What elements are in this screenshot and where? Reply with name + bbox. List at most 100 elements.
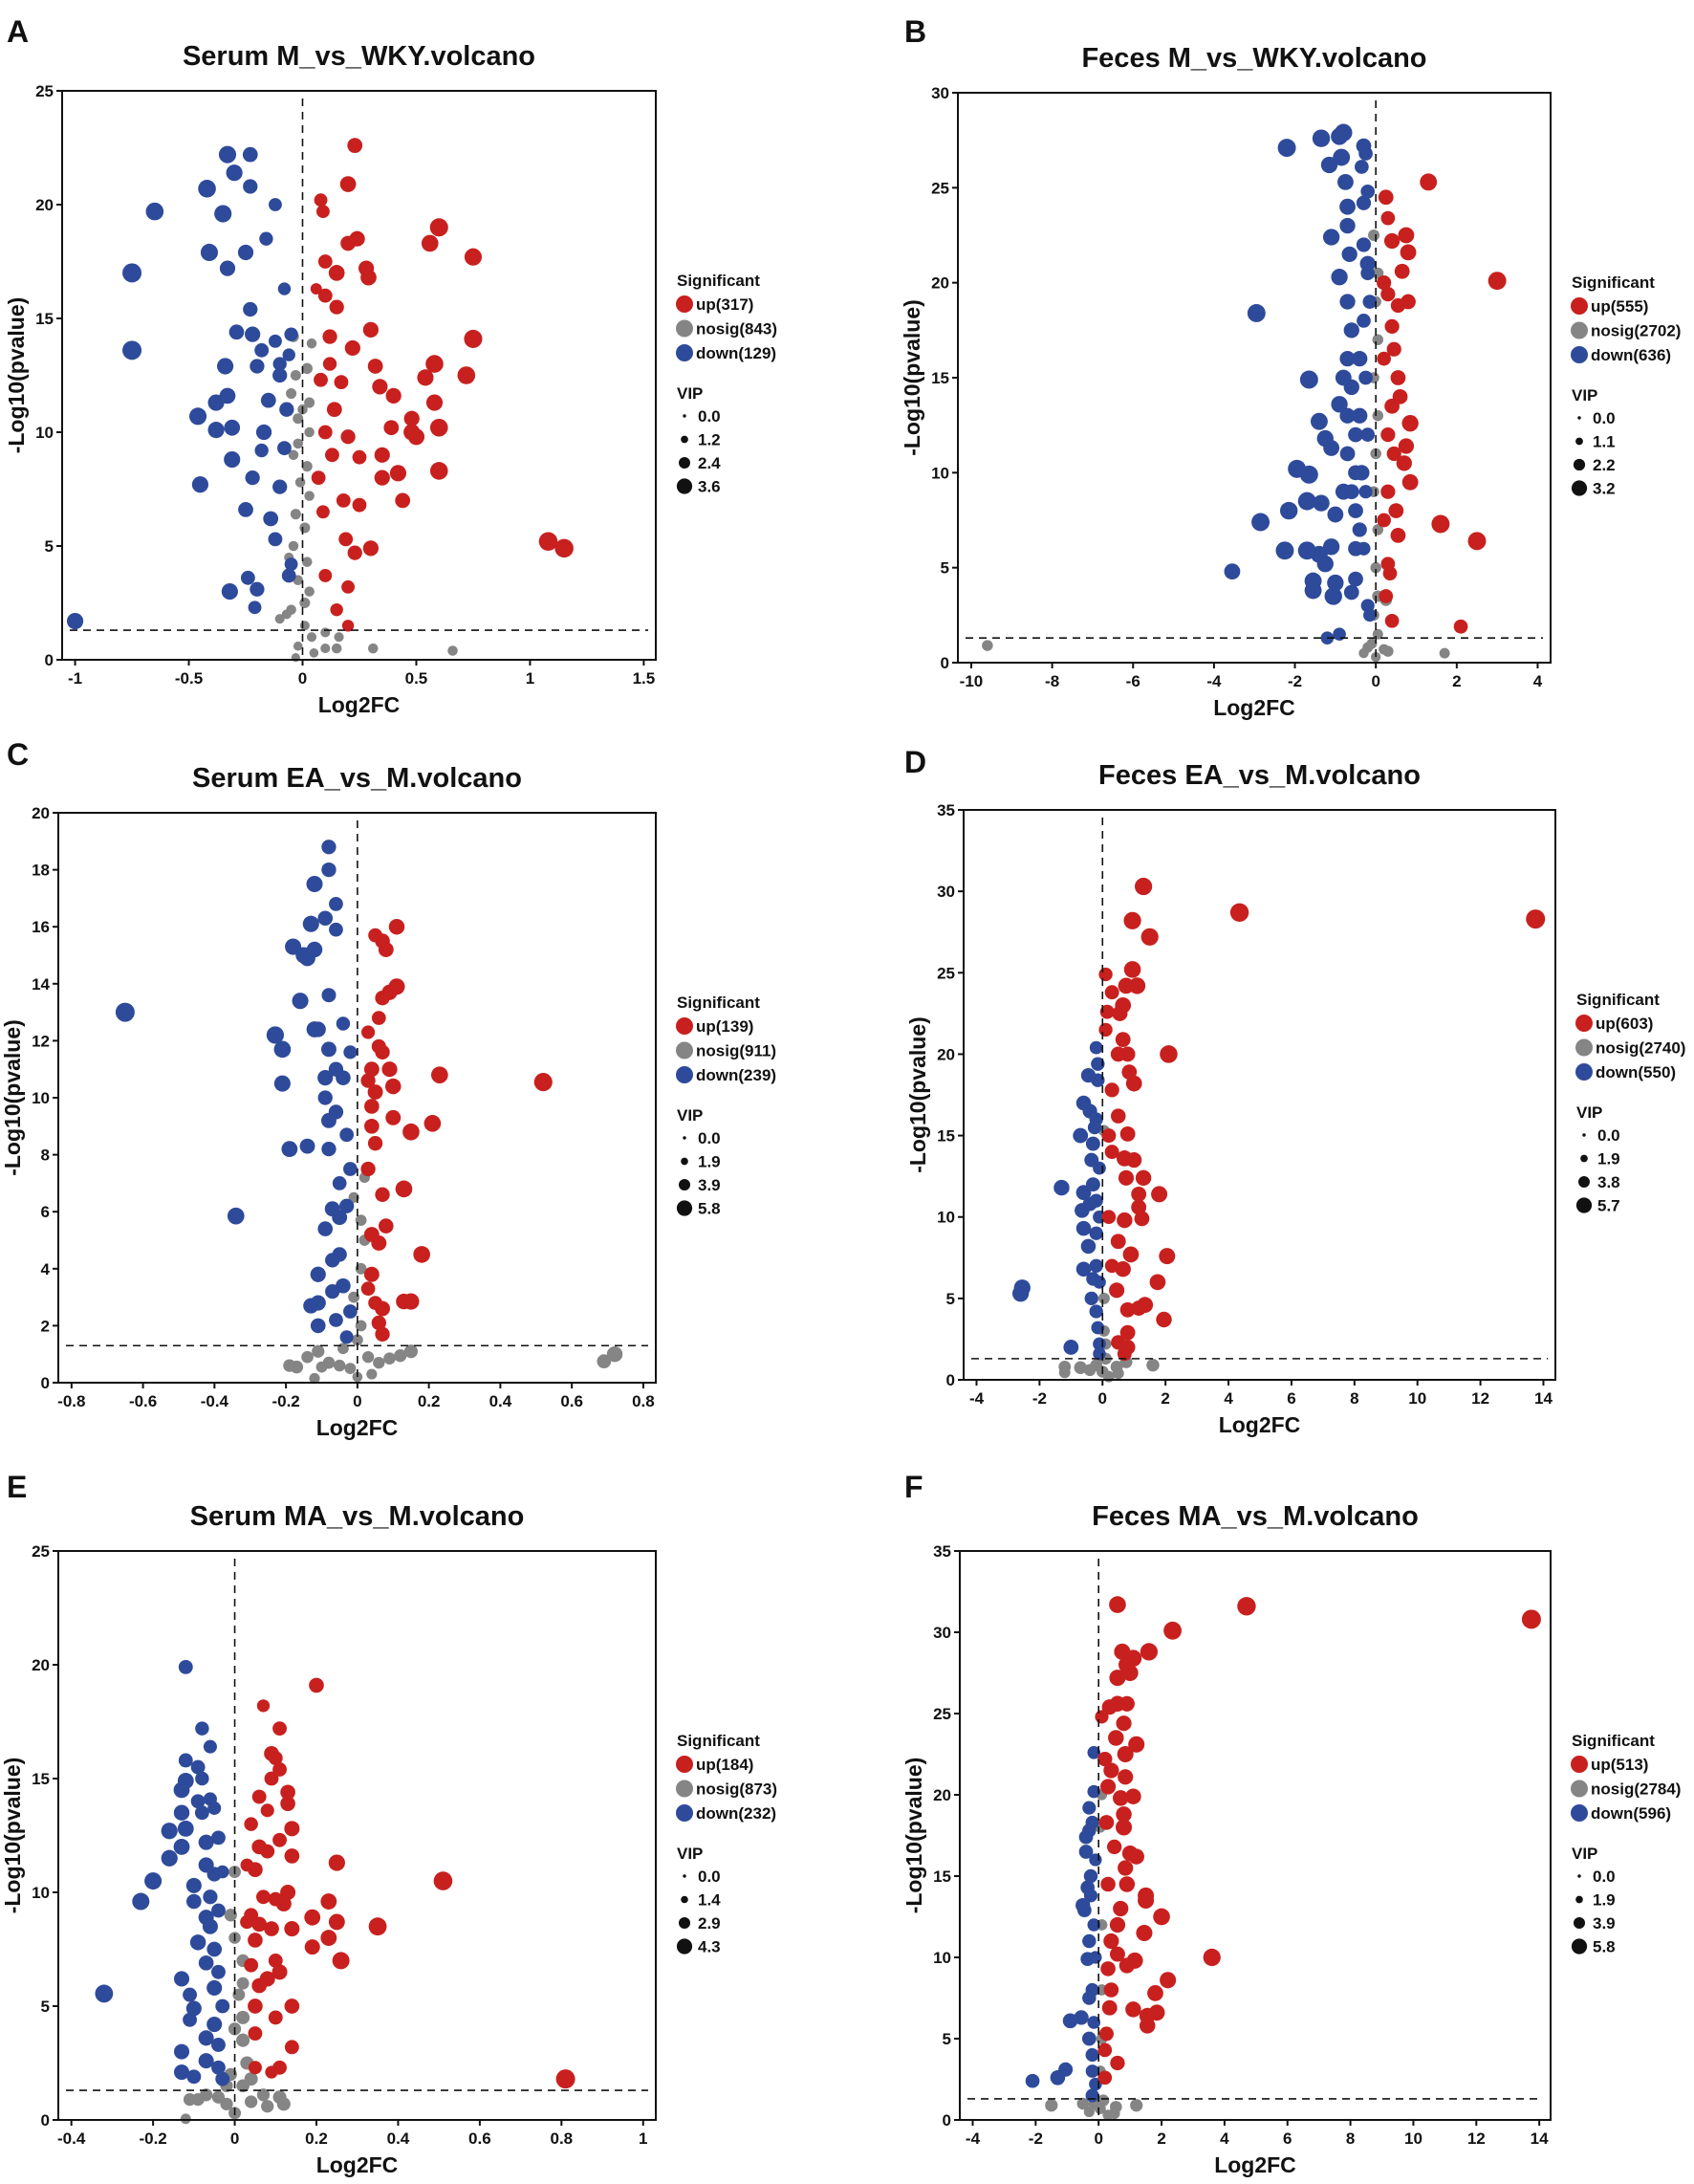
- legend-label-up: up(317): [696, 295, 753, 314]
- data-point-up: [1107, 1839, 1122, 1855]
- chart-title: Serum M_vs_WKY.volcano: [183, 41, 535, 72]
- data-point-down: [255, 424, 272, 441]
- data-point-down: [1331, 396, 1348, 413]
- y-tick-label: 5: [941, 559, 949, 578]
- legend-vip-size-marker: [683, 1136, 686, 1140]
- panel-a: A Serum M_vs_WKY.volcano -1 -0.5 0 0.5 1 1.5 0 5 1…: [4, 14, 777, 717]
- data-point-up: [1203, 1948, 1221, 1967]
- legend: Significant up(184) nosig(873) down(232) VIP…: [676, 1732, 777, 1956]
- data-point-up: [1123, 911, 1141, 929]
- data-point-down: [1327, 506, 1344, 523]
- data-point-down: [1082, 1824, 1097, 1838]
- data-point-up: [364, 1118, 380, 1134]
- data-point-up: [1110, 1946, 1125, 1962]
- legend-label-down: down(636): [1591, 346, 1671, 364]
- x-tick-label: 1.5: [633, 669, 656, 688]
- data-point-down: [302, 915, 319, 932]
- legend-title-vip: VIP: [1572, 386, 1597, 404]
- data-point-up: [1400, 244, 1417, 261]
- data-point-down: [183, 1987, 197, 2002]
- data-point-up: [1110, 1108, 1126, 1124]
- data-point-nosig: [283, 1359, 296, 1372]
- data-point-down: [198, 180, 216, 198]
- data-point-down: [321, 840, 337, 855]
- data-point-down: [211, 2038, 226, 2052]
- legend-label-down: down(232): [696, 1804, 776, 1823]
- data-point-nosig: [1058, 1366, 1071, 1379]
- data-point-up: [284, 1921, 300, 1937]
- data-point-up: [362, 321, 379, 339]
- legend-vip-value: 1.4: [698, 1891, 721, 1910]
- data-point-up: [251, 1789, 267, 1804]
- data-point-up: [240, 1914, 254, 1930]
- legend-swatch-down: [676, 344, 693, 361]
- legend-swatch-down: [1571, 1804, 1588, 1822]
- data-point-up: [1103, 1762, 1119, 1779]
- data-point-down: [1063, 1340, 1079, 1355]
- data-point-nosig: [315, 1361, 328, 1373]
- data-point-down: [183, 2012, 197, 2027]
- data-point-nosig: [293, 413, 304, 425]
- data-point-up: [360, 1073, 376, 1088]
- data-point-up: [375, 1187, 390, 1202]
- plot-frame: [61, 90, 657, 661]
- data-point-up: [264, 1921, 279, 1936]
- data-point-up: [1095, 1710, 1109, 1724]
- legend-swatch-up: [1575, 1015, 1593, 1032]
- data-point-nosig: [236, 1977, 250, 1990]
- data-point-down: [1358, 146, 1373, 161]
- data-point-up: [464, 248, 482, 266]
- data-point-up: [1125, 1075, 1142, 1092]
- data-point-up: [315, 205, 330, 219]
- data-point-down: [343, 1162, 358, 1176]
- series-up: [1095, 1596, 1541, 2086]
- data-point-down: [339, 1330, 354, 1344]
- data-point-up: [1118, 1860, 1134, 1876]
- data-point-up: [1118, 1169, 1135, 1186]
- legend-label-nosig: nosig(2784): [1591, 1780, 1681, 1799]
- data-point-up: [1097, 2042, 1113, 2058]
- x-tick-label: 0.6: [468, 2129, 491, 2148]
- legend-vip-value: 3.6: [698, 478, 721, 496]
- y-tick-label: 30: [937, 883, 955, 901]
- series-up: [240, 1677, 576, 2089]
- data-point-up: [272, 1762, 287, 1777]
- data-point-nosig: [1083, 1364, 1097, 1377]
- y-tick-label: 15: [937, 1127, 955, 1146]
- legend-vip-value: 5.8: [1593, 1938, 1616, 1956]
- data-point-nosig: [232, 1988, 246, 2001]
- x-tick-label: 0: [1098, 1389, 1107, 1408]
- data-point-up: [375, 991, 390, 1006]
- data-point-down: [1357, 541, 1371, 556]
- data-point-down: [1363, 608, 1377, 622]
- data-point-up: [389, 465, 407, 482]
- data-point-up: [284, 1848, 300, 1864]
- data-point-nosig: [312, 1344, 325, 1358]
- y-tick-label: 4: [41, 1260, 51, 1278]
- legend-swatch-up: [676, 1756, 693, 1773]
- data-point-down: [321, 988, 337, 1003]
- data-point-down: [1085, 1982, 1099, 1998]
- x-tick-label: 14: [1531, 2129, 1549, 2148]
- data-point-up: [1140, 928, 1159, 946]
- data-point-up: [1116, 1715, 1132, 1732]
- legend-label-down: down(550): [1596, 1063, 1676, 1081]
- data-point-up: [340, 429, 356, 445]
- data-point-down: [254, 443, 269, 458]
- y-tick-label: 5: [41, 1998, 50, 2016]
- panel-letter: A: [7, 14, 29, 49]
- legend-label-down: down(239): [696, 1066, 776, 1084]
- legend-vip-size-marker: [1580, 1154, 1588, 1163]
- data-point-up: [1121, 1664, 1139, 1682]
- data-point-nosig: [245, 2095, 258, 2108]
- data-point-down: [224, 419, 241, 436]
- data-point-down: [306, 941, 323, 958]
- data-point-up: [1116, 1819, 1133, 1836]
- data-point-down: [1324, 587, 1342, 605]
- data-point-down: [1339, 446, 1356, 462]
- data-point-up: [361, 1025, 376, 1039]
- data-point-up: [1098, 2026, 1114, 2042]
- data-point-down: [336, 1016, 351, 1031]
- data-point-nosig: [301, 461, 313, 472]
- x-tick-label: -6: [1126, 672, 1140, 690]
